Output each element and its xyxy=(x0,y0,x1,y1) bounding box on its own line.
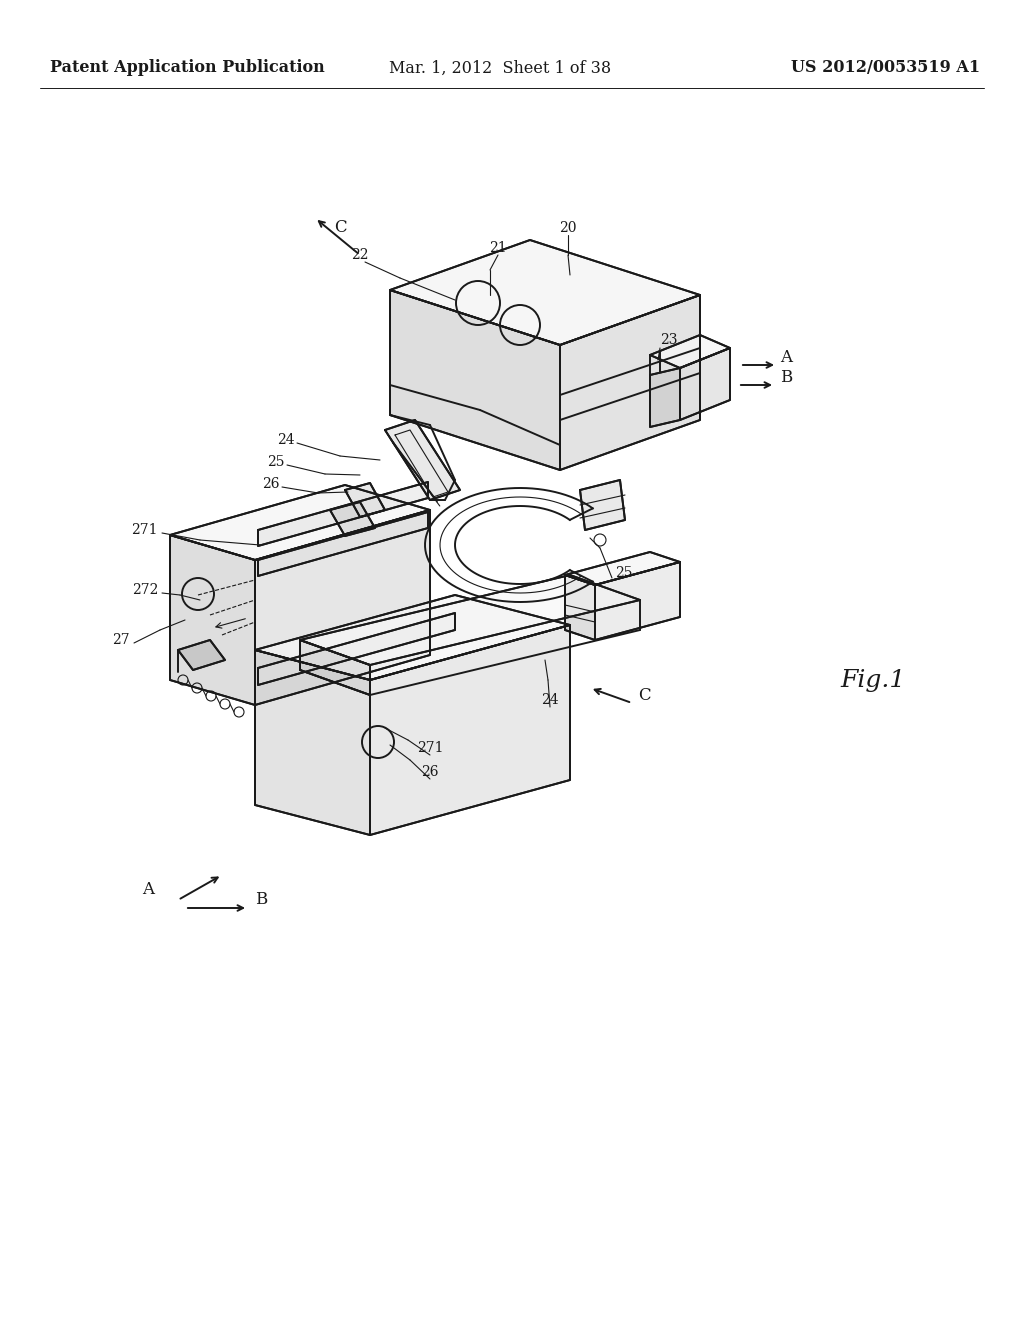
Polygon shape xyxy=(255,510,430,705)
Text: US 2012/0053519 A1: US 2012/0053519 A1 xyxy=(791,59,980,77)
Polygon shape xyxy=(170,535,255,705)
Polygon shape xyxy=(255,649,370,836)
Text: 24: 24 xyxy=(542,693,559,708)
Polygon shape xyxy=(560,294,700,470)
Polygon shape xyxy=(258,612,455,685)
Text: A: A xyxy=(780,350,792,367)
Polygon shape xyxy=(680,348,730,420)
Polygon shape xyxy=(300,640,370,696)
Polygon shape xyxy=(565,576,595,640)
Text: 26: 26 xyxy=(421,766,438,779)
Polygon shape xyxy=(255,595,570,680)
Text: 21: 21 xyxy=(489,242,507,255)
Text: B: B xyxy=(255,891,267,908)
Text: Patent Application Publication: Patent Application Publication xyxy=(50,59,325,77)
Text: 271: 271 xyxy=(131,523,158,537)
Polygon shape xyxy=(650,368,680,426)
Polygon shape xyxy=(595,562,680,640)
Polygon shape xyxy=(330,502,375,536)
Polygon shape xyxy=(565,552,680,585)
Polygon shape xyxy=(300,576,640,665)
Text: C: C xyxy=(334,219,346,236)
Text: 27: 27 xyxy=(113,634,130,647)
Polygon shape xyxy=(580,480,625,531)
Text: 23: 23 xyxy=(660,333,678,347)
Text: 271: 271 xyxy=(417,741,443,755)
Text: C: C xyxy=(638,688,650,705)
Polygon shape xyxy=(650,335,730,368)
Polygon shape xyxy=(385,420,460,500)
Text: 272: 272 xyxy=(132,583,158,597)
Polygon shape xyxy=(390,240,700,345)
Polygon shape xyxy=(390,290,560,470)
Text: 20: 20 xyxy=(559,220,577,235)
Polygon shape xyxy=(345,483,385,517)
Text: 25: 25 xyxy=(615,566,633,579)
Polygon shape xyxy=(370,624,570,836)
Text: A: A xyxy=(142,882,154,899)
Polygon shape xyxy=(258,482,428,546)
Polygon shape xyxy=(258,512,428,576)
Text: 26: 26 xyxy=(262,477,280,491)
Text: Fig.1: Fig.1 xyxy=(840,668,905,692)
Text: 24: 24 xyxy=(278,433,295,447)
Text: B: B xyxy=(780,370,793,387)
Polygon shape xyxy=(178,640,225,671)
Text: 25: 25 xyxy=(267,455,285,469)
Polygon shape xyxy=(170,484,430,560)
Text: 22: 22 xyxy=(351,248,369,261)
Text: Mar. 1, 2012  Sheet 1 of 38: Mar. 1, 2012 Sheet 1 of 38 xyxy=(389,59,611,77)
